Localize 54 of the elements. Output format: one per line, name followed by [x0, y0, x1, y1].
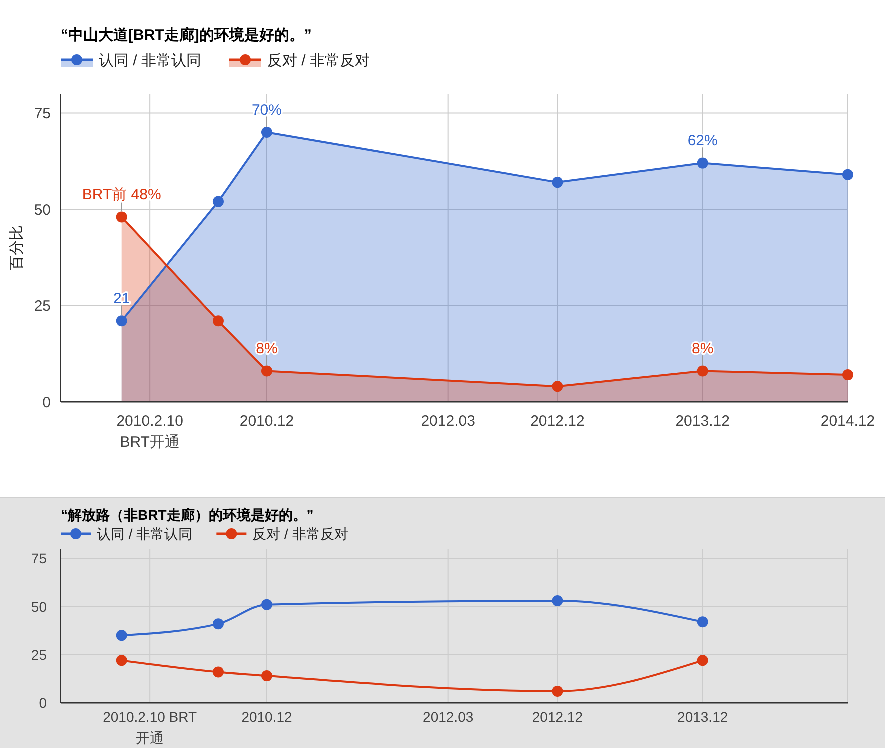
point [261, 366, 272, 377]
point [842, 169, 854, 180]
legend-label: 反对 / 非常反对 [252, 526, 348, 542]
data-label: 8% [692, 340, 714, 358]
y-tick-label: 0 [42, 394, 51, 412]
x-tick-label: 2012.03 [421, 413, 476, 430]
point [212, 316, 224, 327]
data-label: BRT前 48% [82, 186, 162, 204]
point [116, 212, 128, 223]
point [116, 655, 128, 666]
legend-label: 反对 / 非常反对 [268, 52, 370, 70]
point [552, 381, 564, 392]
y-axis-title: 百分比 [8, 226, 26, 270]
data-label: 8% [256, 340, 278, 358]
y-tick-label: 50 [31, 598, 48, 615]
point [552, 595, 564, 606]
point [697, 655, 708, 666]
data-label: 70% [252, 102, 282, 119]
x-tick-label: 2013.12 [678, 709, 728, 725]
x-tick-label: 2013.12 [676, 413, 730, 430]
point [261, 670, 272, 682]
point [116, 316, 128, 327]
point [116, 630, 128, 642]
chart-title: “解放路（非BRT走廊）的环境是好的。” [61, 507, 314, 523]
x-tick-label: 2012.12 [532, 709, 584, 725]
legend-label: 认同 / 非常认同 [97, 526, 193, 542]
point [212, 196, 224, 208]
x-tick-label: 2012.12 [530, 413, 585, 430]
x-tick-label: 2010.2.10 BRT开通 [116, 413, 184, 451]
y-tick-label: 0 [39, 695, 48, 712]
y-tick-label: 25 [31, 646, 48, 663]
point [842, 370, 854, 381]
data-label: 21 [114, 290, 130, 308]
point [697, 616, 708, 628]
point [552, 177, 564, 188]
x-tick-label: 2010.12 [242, 709, 293, 725]
y-tick-label: 75 [31, 550, 48, 567]
data-label: 62% [688, 132, 718, 150]
x-tick-label: 2010.2.10 BRT 开通 [103, 709, 198, 746]
point [697, 366, 708, 377]
point [552, 686, 564, 697]
point [697, 158, 708, 169]
point [261, 127, 272, 138]
legend-label: 认同 / 非常认同 [99, 52, 202, 70]
point [261, 599, 272, 610]
x-tick-label: 2010.12 [240, 413, 294, 430]
y-tick-label: 50 [34, 202, 51, 219]
point [212, 618, 224, 630]
point [212, 666, 224, 678]
y-tick-label: 25 [34, 298, 51, 316]
x-tick-label: 2014.12 [820, 413, 876, 430]
chart-title: “中山大道[BRT走廊]的环境是好的。” [61, 26, 312, 44]
x-tick-label: 2012.03 [423, 709, 474, 725]
y-tick-label: 75 [34, 106, 51, 123]
